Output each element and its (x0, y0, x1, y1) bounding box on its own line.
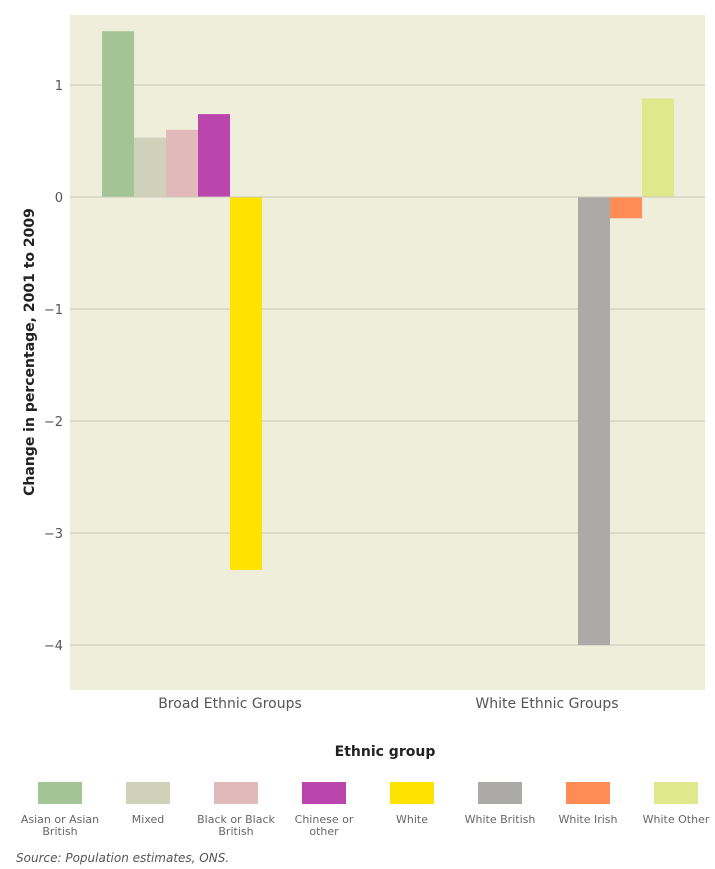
category-label: Broad Ethnic Groups (158, 696, 302, 712)
legend-item: Asian or Asian British (16, 782, 104, 838)
y-tick-label: −2 (44, 415, 63, 430)
legend-item: White Irish (544, 782, 632, 826)
legend-swatch (654, 782, 698, 804)
category-label: White Ethnic Groups (475, 696, 618, 712)
legend-item: White Other (632, 782, 715, 826)
legend-swatch (390, 782, 434, 804)
x-axis-title: Ethnic group (335, 744, 436, 760)
bar-asian-or-asian-british (102, 31, 134, 197)
legend-label: White British (464, 813, 536, 826)
y-tick-label: −4 (44, 639, 63, 654)
legend-item: White (368, 782, 456, 826)
y-axis-ticks: 1 0 −1 −2 −3 −4 (44, 79, 63, 654)
legend-label: Mixed (131, 813, 165, 826)
legend-item: Chinese or other (280, 782, 368, 838)
bar-mixed (134, 137, 166, 197)
legend-label: White Other (642, 813, 710, 826)
legend-label: White (396, 813, 428, 826)
y-axis-title: Change in percentage, 2001 to 2009 (22, 208, 38, 496)
legend-label: British (42, 825, 78, 838)
bar-white-irish (610, 197, 642, 219)
legend-swatch (214, 782, 258, 804)
source-note: Source: Population estimates, ONS. (16, 851, 230, 865)
legend-swatch (302, 782, 346, 804)
legend-swatch (566, 782, 610, 804)
bar-chart: 1 0 −1 −2 −3 −4 Broad Ethnic Groups White Ethn… (22, 15, 705, 760)
legend-label: White Irish (558, 813, 618, 826)
y-tick-label: −3 (44, 527, 63, 542)
bar-white-british (578, 197, 610, 645)
y-tick-label: 0 (55, 191, 63, 206)
legend-swatch (478, 782, 522, 804)
legend-swatch (38, 782, 82, 804)
legend-item: Mixed (104, 782, 192, 826)
bar-black-or-black-british (166, 129, 198, 197)
bars (70, 31, 705, 645)
bar-white-other (642, 98, 674, 197)
x-axis-categories: Broad Ethnic Groups White Ethnic Groups (158, 696, 618, 712)
bar-chinese-or-other (198, 114, 230, 197)
legend-label: Asian or Asian (20, 813, 100, 826)
chart-area: 1 0 −1 −2 −3 −4 Broad Ethnic Groups White Ethn… (22, 15, 705, 760)
legend-item: Black or Black British (192, 782, 280, 838)
legend: Asian or Asian British Mixed Black or Black… (0, 782, 715, 842)
legend-label: Black or Black (197, 813, 275, 826)
legend-label: other (309, 825, 339, 838)
legend-item: White British (456, 782, 544, 826)
y-tick-label: 1 (55, 79, 63, 94)
legend-label: Chinese or (294, 813, 354, 826)
legend-label: British (218, 825, 254, 838)
y-tick-label: −1 (44, 303, 63, 318)
bar-white (230, 197, 262, 570)
legend-swatch (126, 782, 170, 804)
